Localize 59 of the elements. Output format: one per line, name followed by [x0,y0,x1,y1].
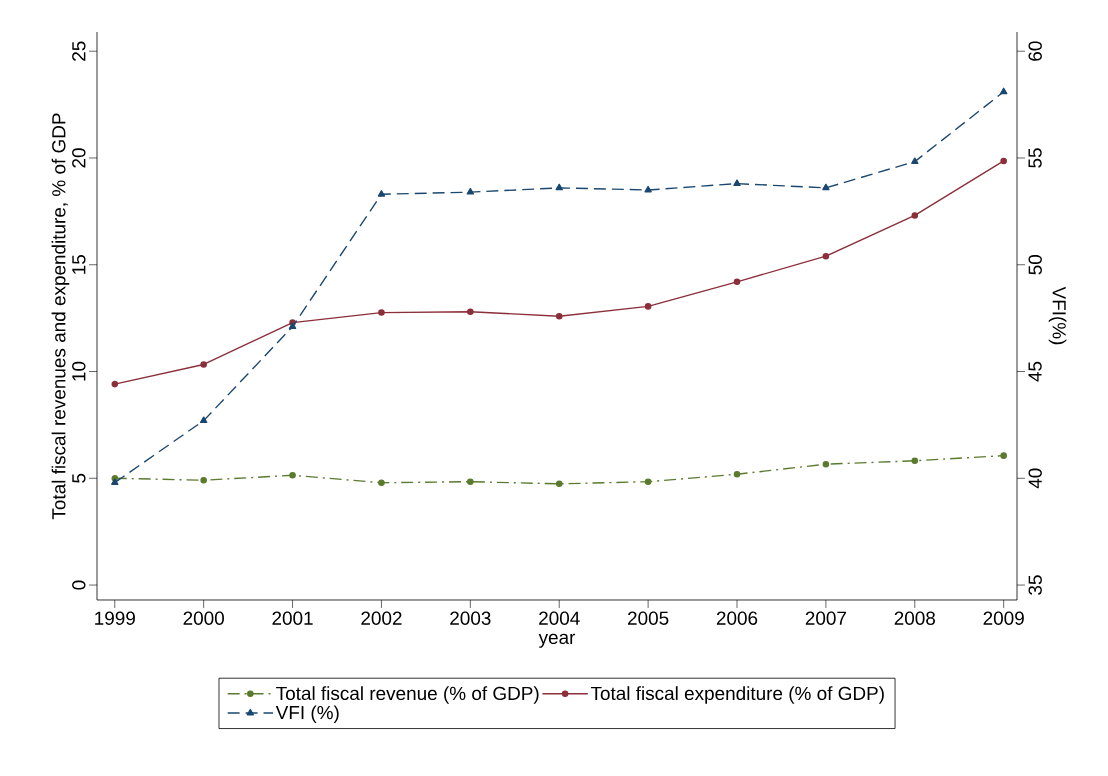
point [911,457,919,465]
point [911,157,919,165]
y-tick-label: 15 [72,255,86,274]
point [111,380,119,388]
x-tick-label: 2001 [272,611,313,625]
point [822,460,830,468]
point [733,470,741,478]
y2-axis-title: VFI(%) [1048,286,1067,345]
point [733,278,741,286]
point [644,185,652,193]
y-tick-label: 10 [72,361,86,381]
y-axis-title: Total fiscal revenues and expenditure, % of GDP [51,113,70,520]
point [200,361,207,368]
point [555,183,563,191]
y-tick-label: 25 [72,41,86,61]
x-axis-title: year [538,633,576,648]
x-tick-label: 2007 [805,611,846,625]
point [1000,157,1007,165]
point [644,303,652,310]
point [555,312,563,320]
point [378,309,385,316]
point [555,480,563,488]
y2-tick-label: 35 [1028,575,1042,595]
point [200,476,207,484]
point [822,183,830,191]
x-tick-label: 2000 [183,611,224,625]
legend-label: VFI (%) [275,705,339,724]
x-tick-label: 2005 [628,611,669,625]
point [288,322,297,330]
y2-tick-label: 60 [1028,41,1042,61]
point [644,478,652,485]
point [289,472,296,479]
x-tick-label: 2009 [983,611,1024,625]
point [377,190,386,197]
point [1000,452,1007,459]
y2-tick-label: 40 [1028,468,1042,489]
x-tick-label: 2002 [361,611,402,625]
y-tick-label: 20 [72,148,86,168]
point [733,179,741,187]
point [467,308,474,316]
point [466,187,475,195]
point [199,416,208,424]
x-tick-label: 2006 [716,611,758,625]
point [467,478,474,485]
y-tick-label: 5 [72,473,86,483]
x-tick-label: 2003 [450,611,491,625]
x-tick-label: 1999 [95,611,135,625]
legend-label: Total fiscal revenue (% of GDP) [276,686,539,704]
y2-tick-label: 55 [1028,148,1042,168]
point [822,252,830,260]
point [378,479,385,487]
y2-tick-label: 50 [1028,254,1042,275]
point [999,87,1008,95]
y2-tick-label: 45 [1028,361,1042,382]
point [911,212,919,219]
y-tick-label: 0 [72,580,86,590]
x-tick-label: 2008 [894,611,936,625]
legend-label: Total fiscal expenditure (% of GDP) [590,686,884,704]
x-tick-label: 2004 [539,611,580,625]
